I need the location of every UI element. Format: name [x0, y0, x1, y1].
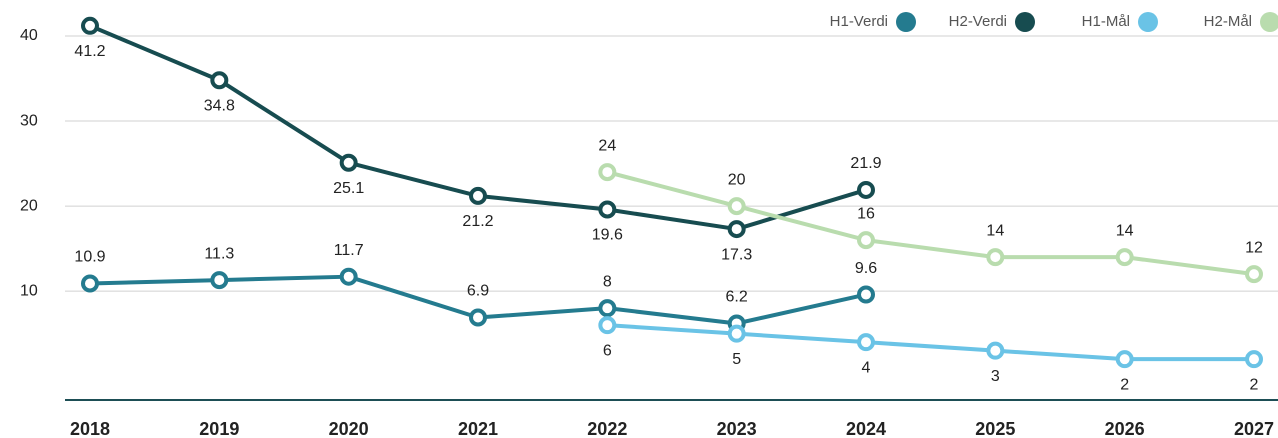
data-label: 6 — [603, 342, 612, 359]
data-label: 34.8 — [204, 97, 235, 114]
x-tick-label: 2019 — [199, 419, 239, 438]
legend-label: H1-Mål — [1082, 13, 1130, 30]
data-label: 25.1 — [333, 180, 364, 197]
data-label: 14 — [1116, 222, 1134, 239]
point — [469, 186, 487, 205]
x-tick-label: 2020 — [329, 419, 369, 438]
point — [986, 248, 1005, 267]
x-tick-label: 2021 — [458, 419, 498, 438]
data-label: 3 — [991, 368, 1000, 385]
point — [857, 285, 875, 304]
point — [1245, 350, 1263, 369]
y-tick-label: 40 — [20, 27, 38, 44]
x-tick-label: 2024 — [846, 419, 886, 438]
point — [598, 200, 617, 219]
legend-swatch — [1015, 12, 1035, 32]
x-tick-label: 2023 — [717, 419, 757, 438]
point — [857, 180, 875, 199]
data-label: 19.6 — [592, 227, 623, 244]
data-label: 2 — [1120, 376, 1129, 393]
y-tick-label: 30 — [20, 112, 38, 129]
data-label: 21.2 — [462, 213, 493, 230]
point — [857, 231, 875, 250]
x-tick-label: 2018 — [70, 419, 110, 438]
data-label: 6.2 — [726, 289, 748, 306]
point — [1245, 265, 1263, 284]
data-label: 17.3 — [721, 246, 752, 263]
point — [727, 220, 746, 239]
point — [727, 324, 746, 343]
legend-label: H1-Verdi — [830, 13, 888, 30]
y-tick-label: 20 — [20, 197, 38, 214]
legend-swatch — [896, 12, 916, 32]
data-label: 24 — [598, 137, 616, 154]
point — [986, 341, 1005, 360]
point — [598, 316, 617, 335]
point — [210, 71, 229, 90]
point — [727, 197, 746, 216]
point — [598, 163, 617, 182]
x-tick-label: 2027 — [1234, 419, 1274, 438]
series-line — [606, 170, 1255, 277]
data-label: 14 — [986, 222, 1004, 239]
point — [339, 153, 358, 172]
data-label: 16 — [857, 205, 875, 222]
data-label: 4 — [862, 359, 871, 376]
x-tick-label: 2022 — [587, 419, 627, 438]
point — [339, 267, 358, 286]
point — [81, 274, 99, 293]
data-label: 11.7 — [334, 242, 364, 259]
point — [469, 308, 487, 327]
series-line — [607, 323, 1254, 362]
data-label: 41.2 — [74, 43, 105, 60]
x-tick-label: 2026 — [1105, 419, 1145, 438]
point — [81, 16, 99, 35]
data-label: 8 — [603, 273, 612, 290]
data-label: 21.9 — [850, 155, 881, 172]
y-tick-label: 10 — [20, 282, 38, 299]
data-label: 5 — [732, 351, 741, 368]
point — [598, 299, 617, 318]
data-label: 2 — [1250, 376, 1259, 393]
legend-label: H2-Mål — [1204, 13, 1252, 30]
data-label: 10.9 — [74, 249, 105, 266]
point — [210, 271, 229, 290]
point — [857, 333, 875, 352]
data-label: 12 — [1245, 239, 1263, 256]
x-tick-label: 2025 — [975, 419, 1015, 438]
data-label: 20 — [728, 171, 746, 188]
point — [1115, 350, 1134, 369]
legend-swatch — [1260, 12, 1278, 32]
legend-label: H2-Verdi — [949, 13, 1007, 30]
data-label: 6.9 — [467, 283, 489, 300]
data-label: 11.3 — [204, 245, 234, 262]
point — [1115, 248, 1134, 267]
data-label: 9.6 — [855, 260, 877, 277]
legend-swatch — [1138, 12, 1158, 32]
